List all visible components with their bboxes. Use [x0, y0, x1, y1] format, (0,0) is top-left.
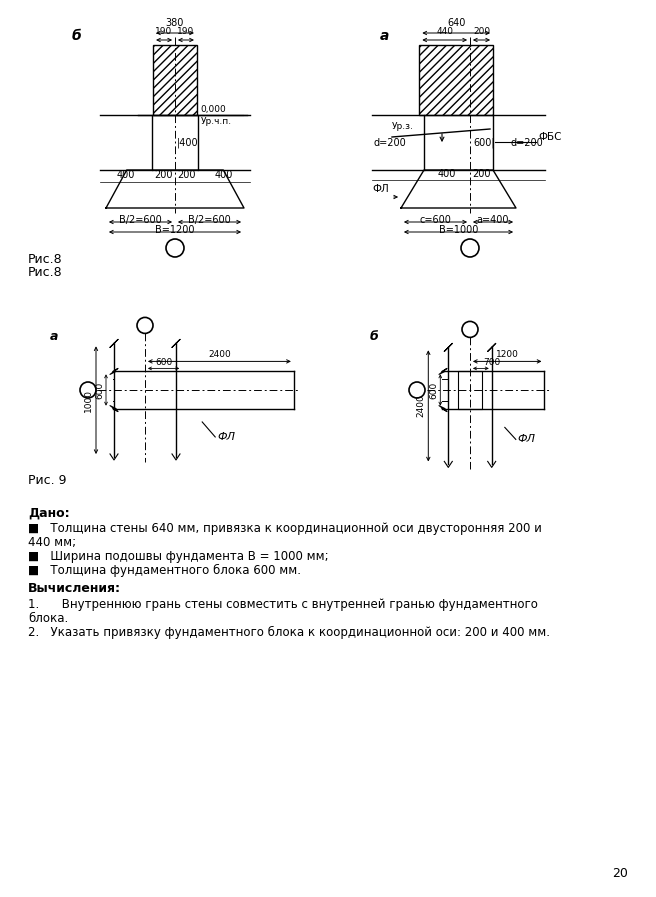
Text: 190: 190	[177, 27, 195, 36]
Text: 2.   Указать привязку фундаментного блока к координационной оси: 200 и 400 мм.: 2. Указать привязку фундаментного блока …	[28, 626, 550, 640]
Text: 2400: 2400	[417, 395, 425, 417]
Text: B=1000: B=1000	[439, 225, 478, 235]
Text: Дано:: Дано:	[28, 507, 70, 519]
Text: 400: 400	[117, 170, 135, 180]
Bar	[152, 115, 198, 170]
Text: Рис. 9: Рис. 9	[28, 475, 66, 487]
Bar	[153, 45, 197, 115]
Text: ■   Толщина стены 640 мм, привязка к координационной оси двусторонняя 200 и: ■ Толщина стены 640 мм, привязка к коорд…	[28, 522, 542, 536]
Text: 400: 400	[438, 169, 456, 179]
Text: a=400: a=400	[477, 215, 509, 225]
Text: б: б	[72, 29, 82, 43]
Text: 1200: 1200	[496, 351, 519, 360]
Text: 440: 440	[436, 27, 453, 36]
Text: 2400: 2400	[208, 351, 231, 360]
Text: 600: 600	[95, 381, 104, 398]
Text: B/2=600: B/2=600	[188, 215, 231, 225]
Text: d=200: d=200	[510, 137, 543, 147]
Text: ■   Ширина подошвы фундамента B = 1000 мм;: ■ Ширина подошвы фундамента B = 1000 мм;	[28, 551, 329, 563]
Text: а: а	[50, 330, 58, 343]
Text: 200: 200	[473, 27, 490, 36]
Bar	[424, 115, 493, 170]
Text: 190: 190	[155, 27, 173, 36]
Text: d=200: d=200	[374, 137, 407, 147]
Text: ФЛ: ФЛ	[372, 184, 389, 194]
Text: ФБС: ФБС	[538, 132, 562, 142]
Bar	[458, 371, 482, 409]
Text: 200: 200	[472, 169, 491, 179]
Text: 700: 700	[483, 359, 501, 368]
Text: 0,000: 0,000	[201, 105, 226, 114]
Text: 440 мм;: 440 мм;	[28, 536, 76, 549]
Text: 200: 200	[177, 170, 195, 180]
Text: Вычисления:: Вычисления:	[28, 582, 121, 596]
Text: B/2=600: B/2=600	[119, 215, 162, 225]
Text: 600: 600	[429, 381, 438, 398]
Text: 1.      Внутреннюю грань стены совместить с внутренней гранью фундаментного: 1. Внутреннюю грань стены совместить с в…	[28, 598, 538, 612]
Text: B=1200: B=1200	[155, 225, 195, 235]
Text: 200: 200	[154, 170, 173, 180]
Text: 600: 600	[155, 359, 173, 368]
Text: Рис.8: Рис.8	[28, 266, 62, 279]
Text: 600|: 600|	[473, 137, 495, 148]
Text: б: б	[370, 330, 379, 343]
Text: c=600: c=600	[420, 215, 451, 225]
Text: Ур.з.: Ур.з.	[392, 122, 414, 131]
Text: блока.: блока.	[28, 613, 68, 625]
Text: 380: 380	[166, 18, 184, 28]
Text: 400: 400	[215, 170, 233, 180]
Text: ФЛ: ФЛ	[518, 434, 536, 444]
Text: а: а	[380, 29, 390, 43]
Text: |400: |400	[177, 137, 199, 148]
Text: 20: 20	[612, 867, 628, 880]
Text: Ур.ч.п.: Ур.ч.п.	[201, 117, 232, 126]
Text: ■   Толщина фундаментного блока 600 мм.: ■ Толщина фундаментного блока 600 мм.	[28, 564, 301, 578]
Text: 1000: 1000	[84, 388, 93, 412]
Bar	[419, 45, 493, 115]
Text: ФЛ: ФЛ	[217, 432, 236, 442]
Text: 640: 640	[447, 18, 465, 28]
Text: Рис.8: Рис.8	[28, 253, 62, 266]
